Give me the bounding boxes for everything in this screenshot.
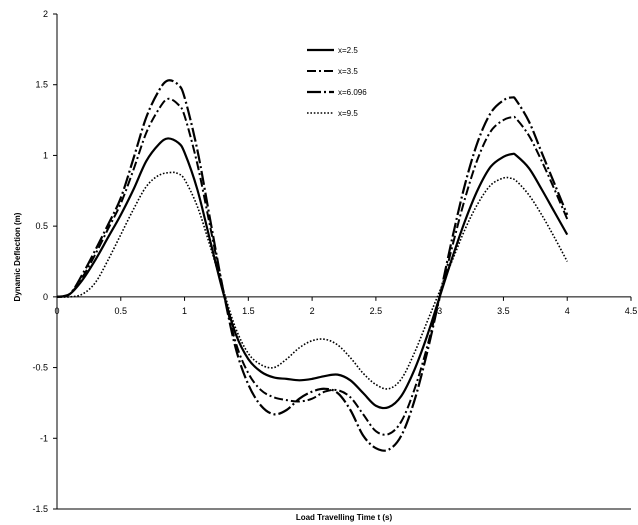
x-axis-title: Load Travelling Time t (s) — [296, 513, 393, 522]
series-layer — [56, 79, 569, 452]
x-tick-label: 4.5 — [625, 306, 638, 316]
y-tick-label: 0 — [43, 292, 48, 302]
y-tick-label: 1.5 — [35, 80, 48, 90]
legend-label-2: x=3.5 — [338, 67, 358, 76]
x-tick-label: 4 — [565, 306, 570, 316]
legend-label-1: x=2.5 — [338, 46, 358, 55]
y-tick-label: -1.5 — [32, 504, 48, 514]
x-tick-label: 0.5 — [115, 306, 128, 316]
legend-label-3: x=6.096 — [338, 88, 367, 97]
x-tick-label: 0 — [54, 306, 59, 316]
y-tick-label: 2 — [43, 9, 48, 19]
y-tick-label: -1 — [40, 433, 48, 443]
series-line-3 — [56, 79, 569, 452]
x-tick-label: 1 — [182, 306, 187, 316]
legend-label-4: x=9.5 — [338, 109, 358, 118]
legend: x=2.5 x=3.5 x=6.096 x=9.5 — [307, 46, 367, 118]
x-tick-label: 3 — [437, 306, 442, 316]
y-tick-label: 1 — [43, 150, 48, 160]
y-tick-label: 0.5 — [35, 221, 48, 231]
x-tick-label: 1.5 — [242, 306, 255, 316]
x-tick-label: 2 — [310, 306, 315, 316]
series-line-2 — [56, 97, 569, 436]
x-tick-label: 3.5 — [497, 306, 510, 316]
x-tick-label: 2.5 — [370, 306, 383, 316]
series-line-1 — [56, 137, 569, 410]
y-tick-label: -0.5 — [32, 363, 48, 373]
y-axis-title: Dynamic Deflection (m) — [13, 212, 22, 301]
axes: -1.5 -1 -0.5 0 0.5 1 1.5 2 0 0.5 1 1.5 2 2.5 3 3.5 4 4.5 — [32, 9, 637, 514]
